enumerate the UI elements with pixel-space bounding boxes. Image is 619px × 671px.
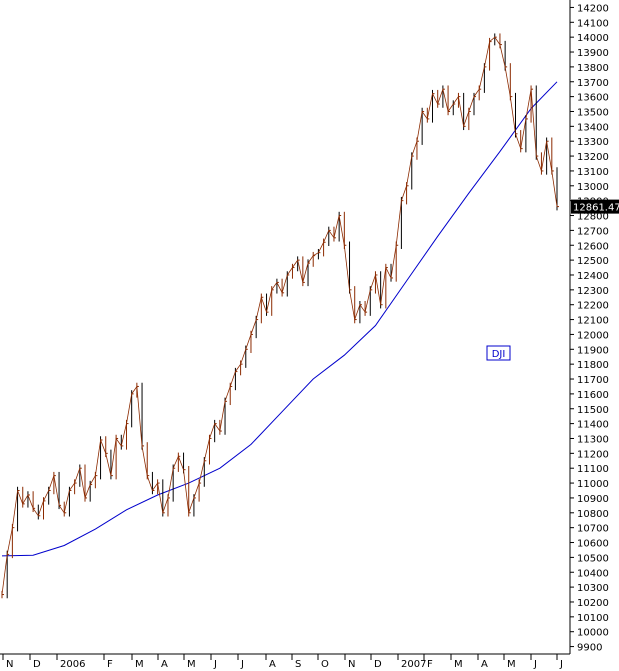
x-tick-label: N bbox=[348, 659, 355, 670]
y-tick-label: 10500 bbox=[577, 553, 609, 564]
x-tick-label: M bbox=[135, 659, 144, 670]
x-tick-label: M bbox=[507, 659, 516, 670]
x-tick-label: M bbox=[454, 659, 463, 670]
x-tick-label: J bbox=[533, 659, 537, 670]
x-tick-label: 2006 bbox=[60, 659, 85, 670]
y-tick-label: 12700 bbox=[577, 226, 609, 237]
y-tick-label: 9900 bbox=[577, 643, 602, 654]
y-tick-label: 10800 bbox=[577, 509, 609, 520]
y-axis-ticks: 9900 10000 10100 10200 10300 10400 10500 10600 1… bbox=[570, 3, 609, 654]
x-tick-label: N bbox=[6, 659, 13, 670]
x-axis-ticks: N D 2006 F M A M J J A S O N D 2007 F M A M J J bbox=[2, 654, 563, 670]
y-tick-label: 12000 bbox=[577, 330, 609, 341]
series-label: DJI bbox=[492, 349, 506, 360]
x-tick-label: D bbox=[374, 659, 382, 670]
y-tick-label: 11000 bbox=[577, 479, 609, 490]
y-tick-label: 13300 bbox=[577, 137, 609, 148]
x-tick-label: F bbox=[427, 659, 433, 670]
y-tick-label: 12400 bbox=[577, 271, 609, 282]
last-value-box: 12861.47 bbox=[571, 199, 619, 214]
price-bars bbox=[1, 33, 559, 599]
y-tick-label: 10700 bbox=[577, 524, 609, 535]
plot-area bbox=[0, 0, 570, 654]
y-tick-label: 11300 bbox=[577, 434, 609, 445]
y-tick-label: 12300 bbox=[577, 286, 609, 297]
y-tick-label: 10400 bbox=[577, 568, 609, 579]
y-tick-label: 11600 bbox=[577, 390, 609, 401]
y-tick-label: 10200 bbox=[577, 598, 609, 609]
x-tick-label: O bbox=[321, 659, 329, 670]
y-tick-label: 11500 bbox=[577, 405, 609, 416]
y-tick-label: 14200 bbox=[577, 3, 609, 14]
x-tick-label: A bbox=[481, 659, 488, 670]
y-tick-label: 14100 bbox=[577, 18, 609, 29]
y-tick-label: 11400 bbox=[577, 420, 609, 431]
x-tick-label: A bbox=[161, 659, 168, 670]
x-tick-label: M bbox=[187, 659, 196, 670]
y-tick-label: 10600 bbox=[577, 539, 609, 550]
y-tick-label: 12500 bbox=[577, 256, 609, 267]
y-tick-label: 13400 bbox=[577, 122, 609, 133]
y-tick-label: 10000 bbox=[577, 628, 609, 639]
series-label-box: DJI bbox=[486, 345, 511, 361]
y-tick-label: 13000 bbox=[577, 182, 609, 193]
x-tick-label: 2007 bbox=[401, 659, 426, 670]
x-tick-label: F bbox=[107, 659, 113, 670]
y-tick-label: 14000 bbox=[577, 33, 609, 44]
y-tick-label: 12200 bbox=[577, 301, 609, 312]
y-tick-label: 13200 bbox=[577, 152, 609, 163]
x-tick-label: S bbox=[295, 659, 301, 670]
y-tick-label: 13500 bbox=[577, 107, 609, 118]
y-tick-label: 10900 bbox=[577, 494, 609, 505]
x-tick-label: J bbox=[559, 659, 563, 670]
x-tick-label: A bbox=[269, 659, 276, 670]
y-tick-label: 13600 bbox=[577, 93, 609, 104]
y-tick-label: 13100 bbox=[577, 167, 609, 178]
last-value-label: 12861.47 bbox=[573, 203, 619, 214]
y-tick-label: 12100 bbox=[577, 316, 609, 327]
y-tick-label: 13800 bbox=[577, 63, 609, 74]
y-tick-label: 13700 bbox=[577, 78, 609, 89]
y-tick-label: 11800 bbox=[577, 360, 609, 371]
x-tick-label: J bbox=[213, 659, 217, 670]
price-line bbox=[1, 36, 558, 595]
y-tick-label: 12600 bbox=[577, 241, 609, 252]
x-tick-label: J bbox=[240, 659, 244, 670]
x-tick-label: D bbox=[33, 659, 41, 670]
y-tick-label: 11700 bbox=[577, 375, 609, 386]
y-tick-label: 12800 bbox=[577, 212, 609, 223]
average-line bbox=[1, 81, 558, 557]
y-tick-label: 11100 bbox=[577, 464, 609, 475]
y-tick-label: 13900 bbox=[577, 48, 609, 59]
y-tick-label: 11200 bbox=[577, 449, 609, 460]
y-tick-label: 11900 bbox=[577, 345, 609, 356]
y-tick-label: 10100 bbox=[577, 613, 609, 624]
y-tick-label: 10300 bbox=[577, 583, 609, 594]
